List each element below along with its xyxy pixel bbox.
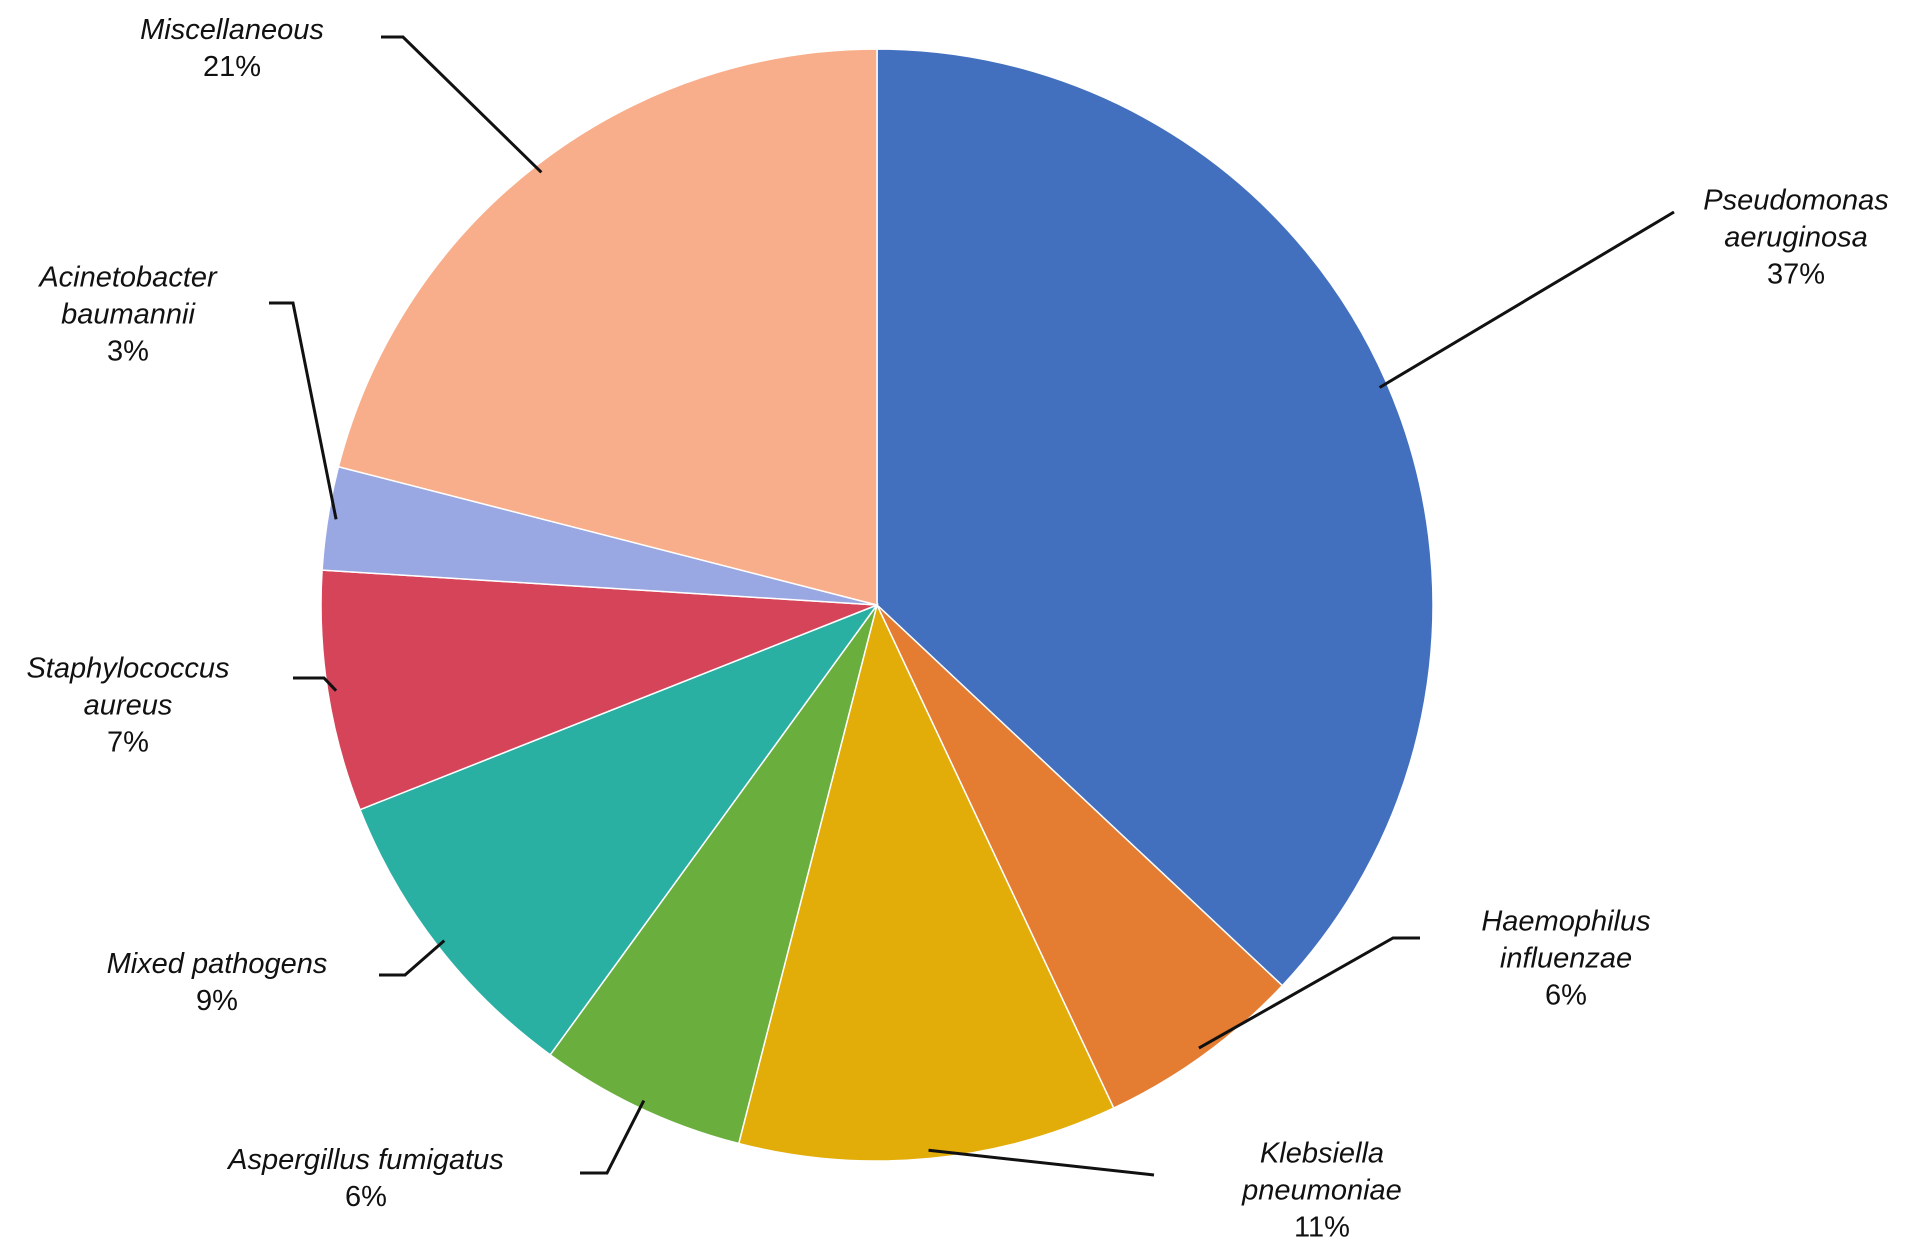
leader-line <box>928 1148 1155 1177</box>
pie-slice <box>320 569 878 811</box>
slice-label: Klebsiella pneumoniae 11% <box>1205 1136 1440 1247</box>
slice-label: Staphylococcus aureus 7% <box>11 651 246 762</box>
value-label: 11% <box>1294 1211 1350 1244</box>
slice-label: Acinetobacter baumannii 3% <box>11 260 246 371</box>
category-label: Haemophilus influenzae <box>1481 905 1651 975</box>
value-label: 37% <box>1766 258 1826 291</box>
leader-line <box>293 676 338 692</box>
value-label: 6% <box>1545 979 1587 1012</box>
leader-line <box>381 35 543 174</box>
pie-slice <box>876 604 1284 1110</box>
value-label: 7% <box>107 726 149 759</box>
pie-slice <box>737 602 1115 1162</box>
slice-label: Aspergillus fumigatus 6% <box>228 1142 504 1216</box>
category-label: Klebsiella pneumoniae <box>1242 1137 1402 1207</box>
leader-line <box>269 301 338 520</box>
category-label: Acinetobacter baumannii <box>39 261 217 331</box>
category-label: Aspergillus fumigatus <box>228 1144 504 1176</box>
value-label: 6% <box>345 1181 387 1213</box>
category-label: Pseudomonas aeruginosa <box>1703 184 1889 254</box>
leader-line <box>379 939 446 977</box>
slice-label: Haemophilus influenzae 6% <box>1449 904 1684 1015</box>
category-label: Mixed pathogens <box>106 948 328 980</box>
value-label: 3% <box>107 335 149 368</box>
category-label: Miscellaneous <box>140 14 324 46</box>
leader-line <box>580 1099 646 1175</box>
slice-label: Miscellaneous 21% <box>115 12 350 86</box>
value-label: 9% <box>196 985 238 1017</box>
leader-line <box>1378 210 1675 389</box>
slice-label: Pseudomonas aeruginosa 37% <box>1679 183 1913 294</box>
slice-label: Mixed pathogens 9% <box>107 946 328 1020</box>
category-label: Staphylococcus aureus <box>26 652 230 722</box>
value-label: 21% <box>202 51 262 83</box>
leader-line <box>1198 936 1420 1050</box>
